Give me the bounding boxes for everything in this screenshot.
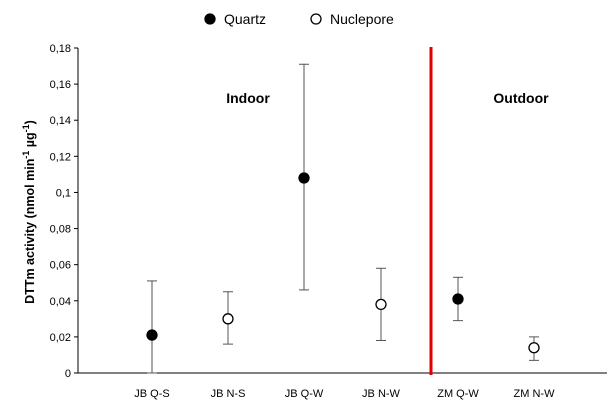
y-tick-label: 0,14 — [50, 115, 71, 127]
quartz-point — [146, 329, 158, 341]
quartz-point — [298, 172, 310, 184]
y-tick-label: 0,12 — [50, 151, 71, 163]
legend-nuclepore-label: Nuclepore — [330, 11, 394, 27]
x-tick-label: JB N-W — [362, 388, 401, 400]
y-tick-label: 0,18 — [50, 43, 71, 55]
legend: Quartz Nuclepore — [204, 11, 394, 27]
y-tick-label: 0,02 — [50, 332, 71, 344]
legend-nuclepore-marker — [310, 13, 322, 25]
x-tick-label: JB Q-S — [134, 388, 169, 400]
x-tick-label: ZM N-W — [514, 388, 556, 400]
nuclepore-point — [222, 313, 234, 325]
y-tick-label: 0,16 — [50, 79, 71, 91]
y-tick-label: 0 — [65, 368, 71, 380]
legend-quartz-marker — [204, 13, 216, 25]
x-ticks: JB Q-S JB N-S JB Q-W JB N-W ZM Q-W ZM N-W — [134, 388, 555, 400]
legend-quartz-label: Quartz — [224, 11, 266, 27]
y-tick-label: 0,06 — [50, 260, 71, 272]
y-tick-label: 0,08 — [50, 224, 71, 236]
x-tick-label: JB Q-W — [285, 388, 324, 400]
nuclepore-point — [528, 342, 540, 354]
region-label-indoor: Indoor — [226, 90, 270, 106]
x-tick-label: JB N-S — [211, 388, 246, 400]
y-ticks: 0 0,02 0,04 0,06 0,08 0,1 0,12 0,14 0,16 0,18 — [50, 43, 78, 380]
quartz-point — [452, 293, 464, 305]
y-axis-title: DTTm activity (nmol min-1 µg-1) — [21, 120, 37, 304]
y-tick-label: 0,1 — [56, 187, 71, 199]
y-tick-label: 0,04 — [50, 296, 71, 308]
region-label-outdoor: Outdoor — [493, 90, 549, 106]
data-points — [146, 63, 540, 374]
nuclepore-point — [375, 298, 387, 311]
x-tick-label: ZM Q-W — [437, 388, 479, 400]
